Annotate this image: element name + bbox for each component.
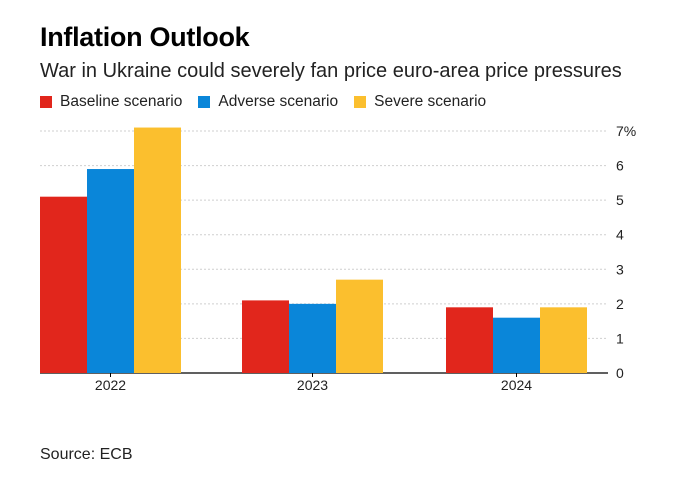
legend-swatch-severe bbox=[354, 96, 367, 108]
legend-item-severe: Severe scenario bbox=[354, 93, 486, 111]
bar-2023-severe bbox=[336, 279, 383, 373]
bar-2022-adverse bbox=[87, 169, 134, 373]
legend-item-adverse: Adverse scenario bbox=[198, 93, 338, 111]
bar-2023-baseline bbox=[242, 300, 289, 373]
bar-2024-baseline bbox=[446, 307, 493, 373]
y-tick-label-1: 1 bbox=[616, 330, 624, 346]
x-tick-label-2023: 2023 bbox=[297, 377, 328, 393]
legend-swatch-baseline bbox=[40, 96, 52, 108]
x-tick-labels: 2022 2023 2024 bbox=[95, 373, 532, 393]
y-tick-label-2: 2 bbox=[616, 296, 624, 312]
chart-title: Inflation Outlook bbox=[40, 22, 250, 52]
bar-2022-severe bbox=[134, 127, 181, 374]
bar-2022-baseline bbox=[40, 196, 87, 373]
y-tick-label-6: 6 bbox=[616, 158, 624, 174]
legend: Baseline scenario Adverse scenario Sever… bbox=[40, 93, 502, 111]
bars bbox=[40, 127, 587, 374]
legend-item-baseline: Baseline scenario bbox=[40, 93, 182, 111]
legend-swatch-adverse bbox=[198, 96, 211, 108]
legend-label-severe: Severe scenario bbox=[374, 93, 487, 110]
y-tick-label-0: 0 bbox=[616, 365, 624, 381]
y-tick-label-3: 3 bbox=[616, 261, 624, 277]
y-tick-label-5: 5 bbox=[616, 192, 624, 208]
y-tick-labels: 0 1 2 3 4 5 6 7% bbox=[616, 123, 636, 381]
legend-label-baseline: Baseline scenario bbox=[60, 93, 183, 110]
legend-label-adverse: Adverse scenario bbox=[218, 93, 339, 110]
x-tick-label-2024: 2024 bbox=[501, 377, 532, 393]
chart-subtitle: War in Ukraine could severely fan price … bbox=[40, 60, 622, 82]
source-note: Source: ECB bbox=[40, 446, 133, 463]
bar-2023-adverse bbox=[289, 303, 336, 373]
y-tick-label-7: 7% bbox=[616, 123, 636, 139]
bar-2024-severe bbox=[540, 307, 587, 373]
bar-2024-adverse bbox=[493, 317, 540, 373]
y-tick-label-4: 4 bbox=[616, 227, 624, 243]
x-tick-label-2022: 2022 bbox=[95, 377, 126, 393]
